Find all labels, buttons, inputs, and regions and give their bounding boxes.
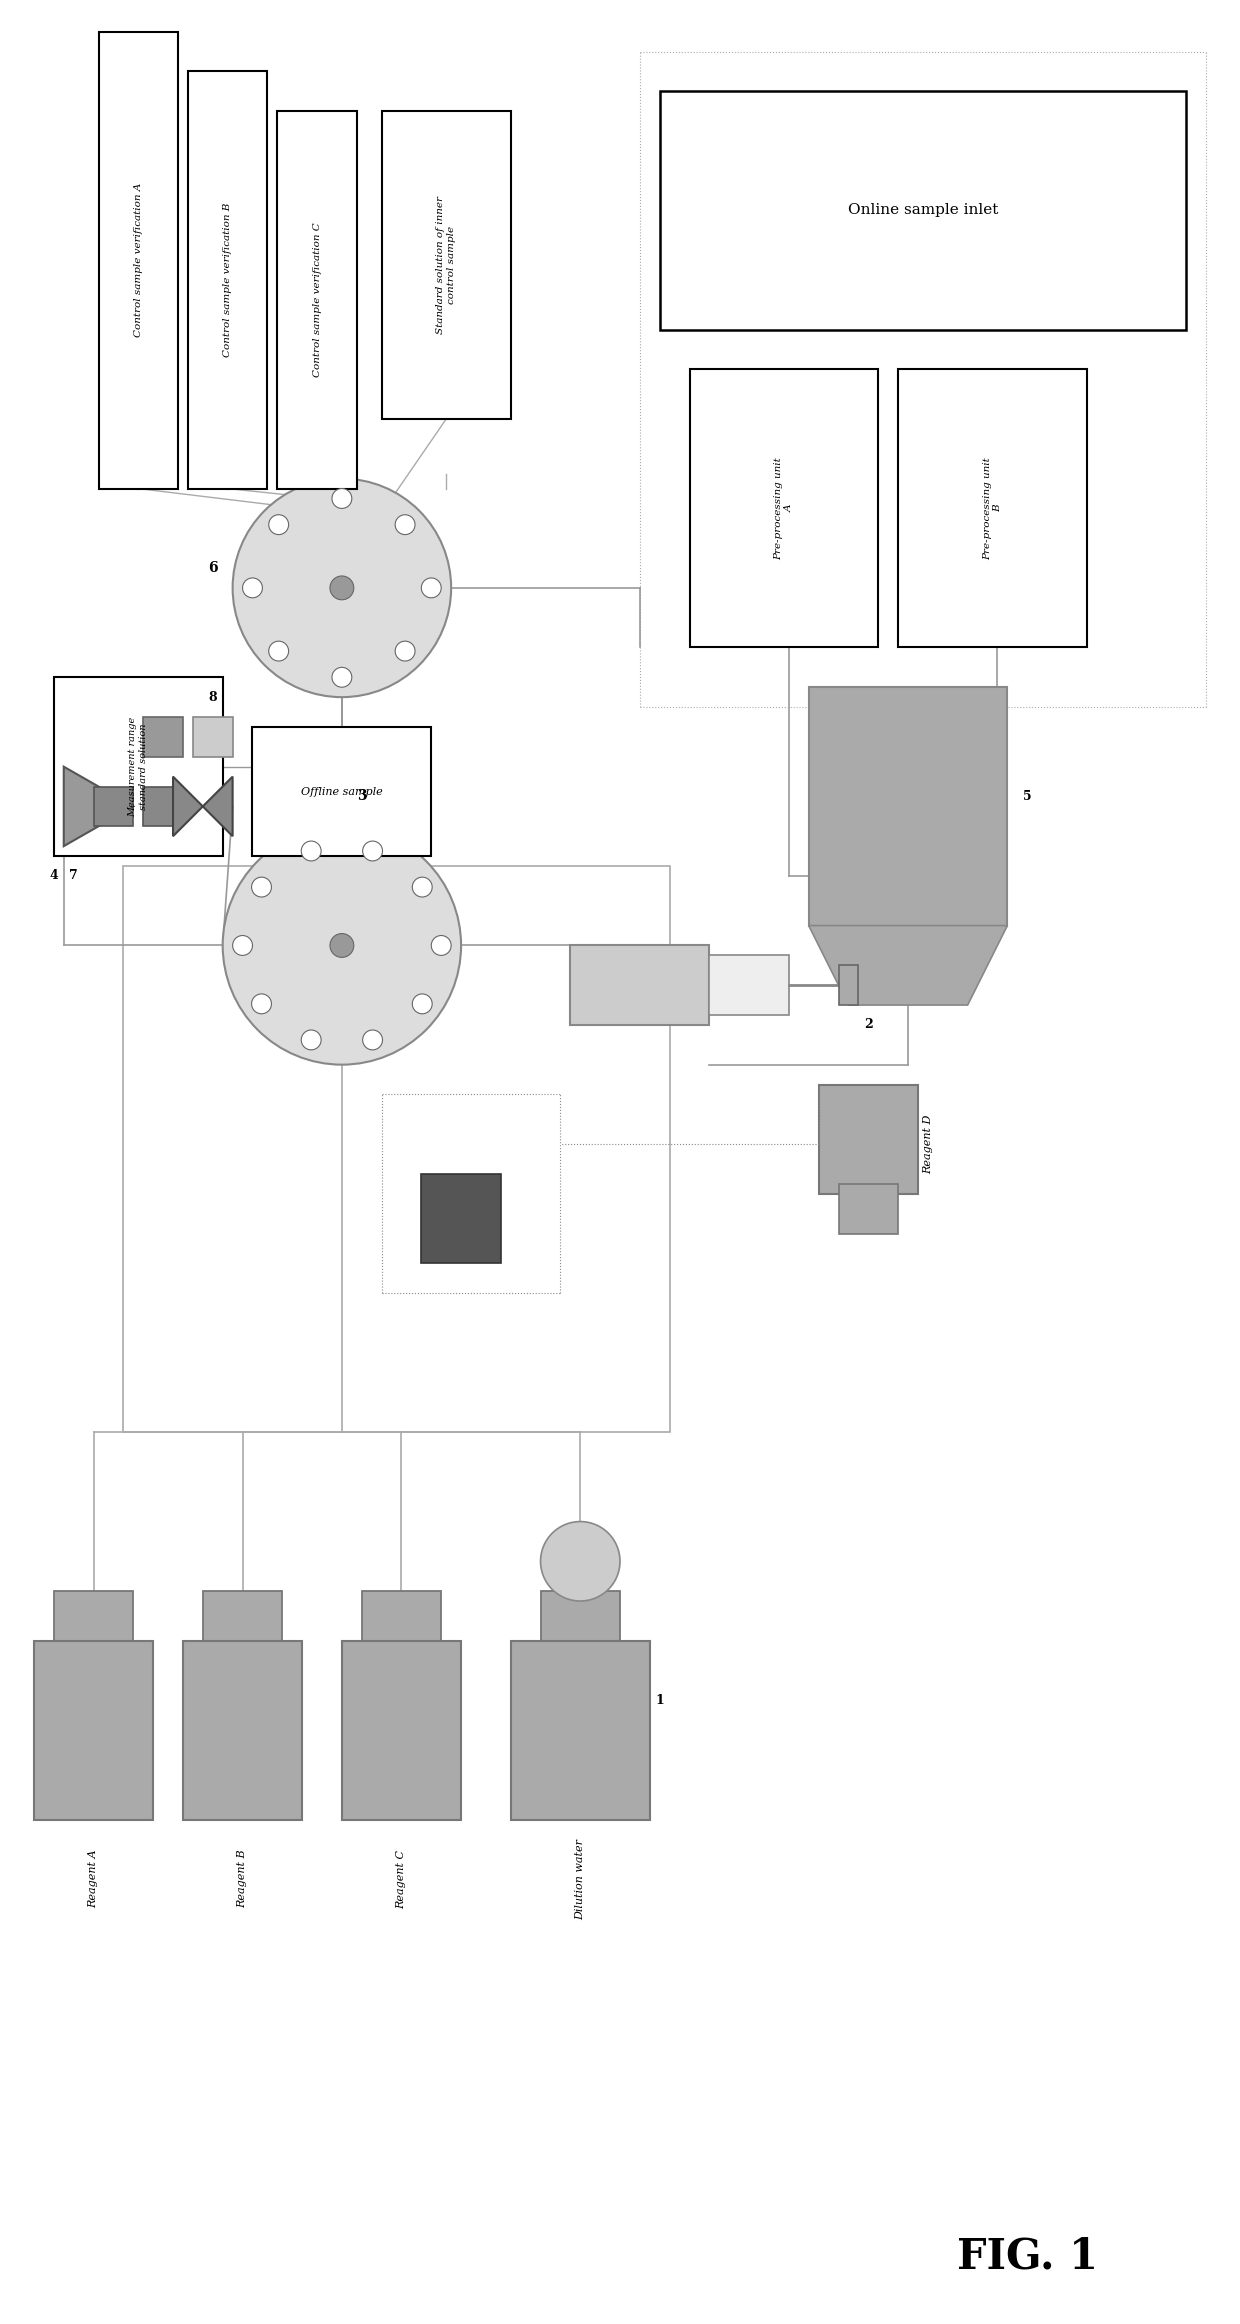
Bar — [570, 946, 709, 1025]
Bar — [53, 1592, 133, 1641]
Circle shape — [362, 841, 382, 860]
Text: 1: 1 — [656, 1694, 665, 1706]
Bar — [541, 1592, 620, 1641]
Bar — [660, 91, 1187, 330]
Text: Standard solution of inner
control sample: Standard solution of inner control sampl… — [436, 195, 456, 335]
Text: Control sample verification B: Control sample verification B — [223, 202, 232, 358]
Bar — [838, 1183, 898, 1234]
Circle shape — [396, 641, 415, 660]
Bar — [898, 370, 1086, 648]
Text: Dilution water: Dilution water — [575, 1838, 585, 1920]
Text: Measurement range
standard solution: Measurement range standard solution — [129, 716, 148, 816]
Bar — [123, 867, 670, 1432]
Bar — [193, 718, 233, 758]
Bar — [98, 33, 179, 488]
Bar — [342, 1641, 461, 1820]
Text: 6: 6 — [208, 560, 217, 574]
Circle shape — [413, 876, 433, 897]
Bar — [253, 727, 432, 855]
Text: 3: 3 — [357, 790, 367, 804]
Text: Reagent A: Reagent A — [88, 1850, 98, 1908]
Circle shape — [233, 479, 451, 697]
Circle shape — [233, 937, 253, 955]
Bar — [511, 1641, 650, 1820]
Polygon shape — [808, 925, 1007, 1004]
Bar — [144, 786, 184, 827]
Circle shape — [332, 488, 352, 509]
Bar — [93, 786, 133, 827]
Bar — [188, 72, 268, 488]
Circle shape — [252, 995, 272, 1013]
Bar — [144, 718, 184, 758]
Text: 5: 5 — [1023, 790, 1032, 804]
Circle shape — [541, 1522, 620, 1601]
Circle shape — [223, 827, 461, 1064]
Text: 8: 8 — [208, 690, 217, 704]
Text: Offline sample: Offline sample — [301, 786, 383, 797]
Bar — [422, 1174, 501, 1264]
Bar — [382, 112, 511, 418]
Text: Reagent B: Reagent B — [238, 1850, 248, 1908]
Circle shape — [243, 579, 263, 597]
Text: Reagent C: Reagent C — [397, 1850, 407, 1908]
Text: Online sample inlet: Online sample inlet — [848, 205, 998, 218]
Circle shape — [330, 934, 353, 957]
Circle shape — [301, 841, 321, 860]
Text: 7: 7 — [69, 869, 78, 883]
Circle shape — [269, 641, 289, 660]
Text: Reagent D: Reagent D — [923, 1116, 932, 1174]
Bar — [689, 370, 878, 648]
Circle shape — [252, 876, 272, 897]
Bar — [278, 112, 357, 488]
Circle shape — [413, 995, 433, 1013]
Circle shape — [396, 514, 415, 535]
Text: Pre-processing unit
A: Pre-processing unit A — [774, 458, 794, 560]
Bar — [818, 1085, 918, 1195]
Circle shape — [330, 576, 353, 600]
Circle shape — [432, 937, 451, 955]
Circle shape — [269, 514, 289, 535]
Bar — [203, 1592, 283, 1641]
Circle shape — [422, 579, 441, 597]
Text: Control sample verification C: Control sample verification C — [312, 223, 321, 376]
Circle shape — [332, 667, 352, 688]
Text: 2: 2 — [864, 1018, 873, 1032]
Circle shape — [362, 1030, 382, 1050]
Text: FIG. 1: FIG. 1 — [957, 2236, 1097, 2278]
Bar — [362, 1592, 441, 1641]
Text: Control sample verification A: Control sample verification A — [134, 184, 143, 337]
Bar — [838, 964, 858, 1004]
Bar — [53, 676, 223, 855]
Text: Pre-processing unit
B: Pre-processing unit B — [983, 458, 1002, 560]
Polygon shape — [63, 767, 133, 846]
Bar — [33, 1641, 154, 1820]
Polygon shape — [174, 776, 233, 837]
Bar — [709, 955, 789, 1016]
Text: 4: 4 — [50, 869, 58, 883]
Bar — [184, 1641, 303, 1820]
Bar — [808, 688, 1007, 925]
Circle shape — [301, 1030, 321, 1050]
